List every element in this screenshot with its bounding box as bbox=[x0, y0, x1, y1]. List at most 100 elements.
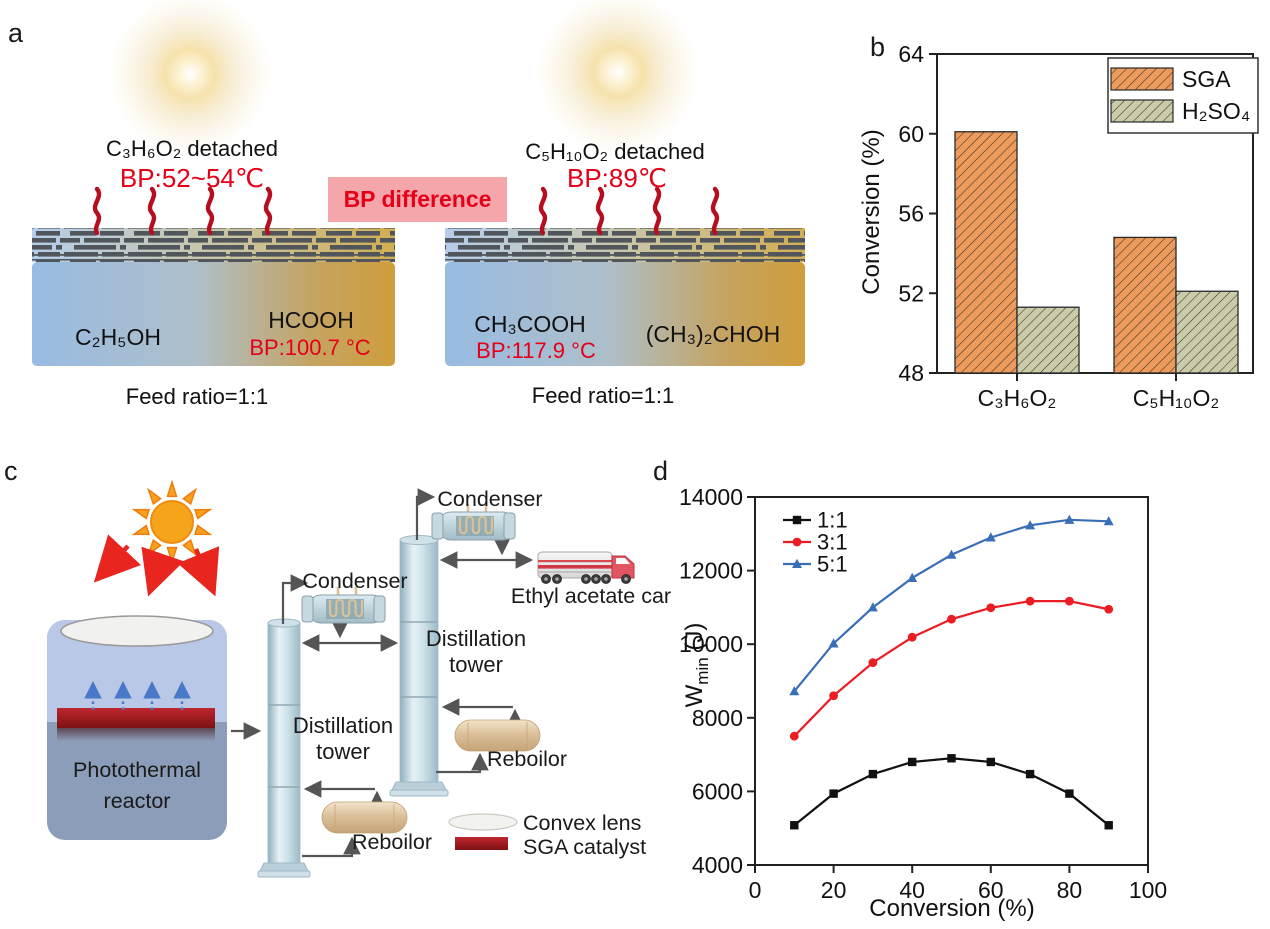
legend-sga-catalyst-icon bbox=[455, 837, 508, 850]
data-point-1:1 bbox=[868, 769, 878, 779]
data-point-3:1 bbox=[947, 614, 956, 624]
bar-hatch-H₂SO₄-1 bbox=[1175, 290, 1239, 374]
right-detached-label: C₅H₁₀O₂ detached bbox=[525, 139, 705, 164]
x-category-label: C₃H₆O₂ bbox=[978, 385, 1057, 411]
sun-ray bbox=[193, 508, 213, 520]
x-tick-label: 0 bbox=[749, 877, 762, 903]
data-point-3:1 bbox=[829, 691, 838, 701]
line-chart-plot: 0 20 40 60 80 100 4000 6000 8000 10000 12000 14000 1… bbox=[679, 484, 1167, 903]
data-point-1:1 bbox=[908, 757, 917, 767]
data-point-1:1 bbox=[1104, 821, 1113, 830]
panel-c-diagram: Condenser Condenser Distillation tower D… bbox=[47, 479, 671, 878]
tower-right-label-line2: tower bbox=[449, 652, 503, 677]
y-tick-label: 4000 bbox=[692, 852, 743, 878]
sun-ray bbox=[182, 487, 197, 506]
sun-ray bbox=[147, 538, 162, 557]
reactor-label-line1: Photothermal bbox=[73, 758, 201, 782]
data-point-3:1 bbox=[1065, 596, 1074, 606]
legend-label-H₂SO₄: H₂SO₄ bbox=[1182, 98, 1250, 124]
tower-right-label-line1: Distillation bbox=[426, 626, 526, 651]
data-point-3:1 bbox=[986, 603, 996, 613]
sunlight-arrows bbox=[93, 534, 220, 597]
y-tick-label: 14000 bbox=[679, 484, 743, 510]
tower-left-label-line2: tower bbox=[316, 739, 370, 764]
data-point-5:1 bbox=[789, 686, 800, 696]
tower-left-label-line1: Distillation bbox=[293, 713, 393, 738]
y-tick-label: 60 bbox=[898, 121, 924, 147]
data-point-5:1 bbox=[828, 638, 839, 648]
reboiler-bottom bbox=[321, 801, 408, 834]
legend-swatch-hatch bbox=[1110, 99, 1174, 123]
data-point-3:1 bbox=[789, 731, 799, 741]
legend-label-1:1: 1:1 bbox=[817, 508, 848, 533]
x-tick-label: 80 bbox=[1057, 877, 1083, 903]
data-point-3:1 bbox=[1104, 604, 1114, 614]
reboiler-right-label: Reboilor bbox=[487, 747, 567, 771]
distillation-tower-right bbox=[389, 535, 449, 797]
legend-convex-lens-label: Convex lens bbox=[523, 811, 641, 835]
data-point-5:1 bbox=[907, 572, 918, 582]
label-ch3cooh: CH₃COOH bbox=[474, 311, 586, 337]
data-point-5:1 bbox=[1025, 520, 1036, 530]
plot-box bbox=[754, 496, 1149, 866]
legend-swatch-hatch bbox=[1110, 67, 1174, 91]
data-point-1:1 bbox=[1025, 769, 1035, 779]
y-tick-label: 6000 bbox=[692, 778, 743, 804]
panel-b-chart: 48 52 56 60 64 C₃H₆O₂ C₅H₁₀O₂ SGA H₂SO₄ bbox=[898, 41, 1259, 411]
data-point-5:1 bbox=[867, 602, 878, 612]
condenser-left-label: Condenser bbox=[302, 569, 407, 593]
vapor-squiggles bbox=[92, 186, 720, 236]
y-tick-label: 56 bbox=[898, 201, 924, 227]
sun-ray bbox=[193, 524, 213, 536]
truck-label: Ethyl acetate car bbox=[511, 584, 671, 608]
label-c2h5oh: C₂H₅OH bbox=[75, 324, 161, 350]
sun-ray bbox=[131, 524, 151, 536]
d-x-axis-title: Conversion (%) bbox=[869, 895, 1035, 922]
data-point-1:1 bbox=[986, 757, 995, 767]
panel-c-label: c bbox=[4, 456, 18, 486]
y-tick-label: 8000 bbox=[692, 705, 743, 731]
reactor-label-line2: reactor bbox=[104, 789, 171, 813]
bar-chart-plot: 48 52 56 60 64 C₃H₆O₂ C₅H₁₀O₂ SGA H₂SO₄ bbox=[898, 41, 1259, 411]
y-tick-label: 52 bbox=[898, 280, 924, 306]
panel-b-label: b bbox=[870, 32, 886, 62]
series-line-1:1 bbox=[793, 757, 1110, 827]
legend-marker-5:1 bbox=[792, 558, 802, 568]
y-tick-label: 12000 bbox=[679, 558, 743, 584]
y-tick-label: 64 bbox=[898, 41, 924, 67]
liquid-left bbox=[32, 262, 395, 366]
liquid-right bbox=[445, 262, 805, 366]
left-detached-label: C₃H₆O₂ detached bbox=[106, 136, 278, 161]
heat-vapor-arrows bbox=[84, 681, 191, 710]
sun-ray bbox=[131, 508, 151, 520]
sun-ray bbox=[182, 538, 197, 557]
reboiler-bottom-label: Reboilor bbox=[352, 830, 432, 854]
label-ipa: (CH₃)₂CHOH bbox=[645, 321, 781, 347]
convex-lens bbox=[60, 615, 214, 647]
catalyst-film-right bbox=[445, 228, 805, 262]
legend-convex-lens-icon bbox=[448, 813, 518, 831]
feed-ratio-right: Feed ratio=1:1 bbox=[531, 383, 675, 408]
data-point-3:1 bbox=[1025, 596, 1035, 606]
data-point-5:1 bbox=[985, 532, 996, 542]
panel-d-chart: 0 20 40 60 80 100 4000 6000 8000 10000 12000 14000 1… bbox=[679, 484, 1167, 903]
x-tick-label: 40 bbox=[899, 877, 925, 903]
label-hcooh: HCOOH bbox=[268, 307, 354, 333]
catalyst-film-left bbox=[32, 228, 395, 262]
legend-sga-catalyst-label: SGA catalyst bbox=[523, 835, 646, 859]
sun-ray bbox=[147, 487, 162, 506]
ethyl-acetate-truck bbox=[537, 551, 635, 584]
sga-catalyst-slab bbox=[57, 708, 215, 728]
data-point-3:1 bbox=[868, 658, 878, 667]
data-point-5:1 bbox=[1103, 516, 1114, 526]
panel-a-graphics bbox=[32, 0, 805, 366]
data-point-1:1 bbox=[947, 754, 956, 763]
condenser-top-label: Condenser bbox=[437, 487, 542, 511]
x-tick-label: 20 bbox=[821, 877, 847, 903]
distillation-tower-left bbox=[257, 618, 311, 878]
data-point-1:1 bbox=[829, 789, 838, 798]
left-bp-detached: BP:52~54℃ bbox=[119, 163, 265, 193]
data-point-1:1 bbox=[790, 821, 799, 830]
panel-d-label: d bbox=[653, 456, 669, 486]
